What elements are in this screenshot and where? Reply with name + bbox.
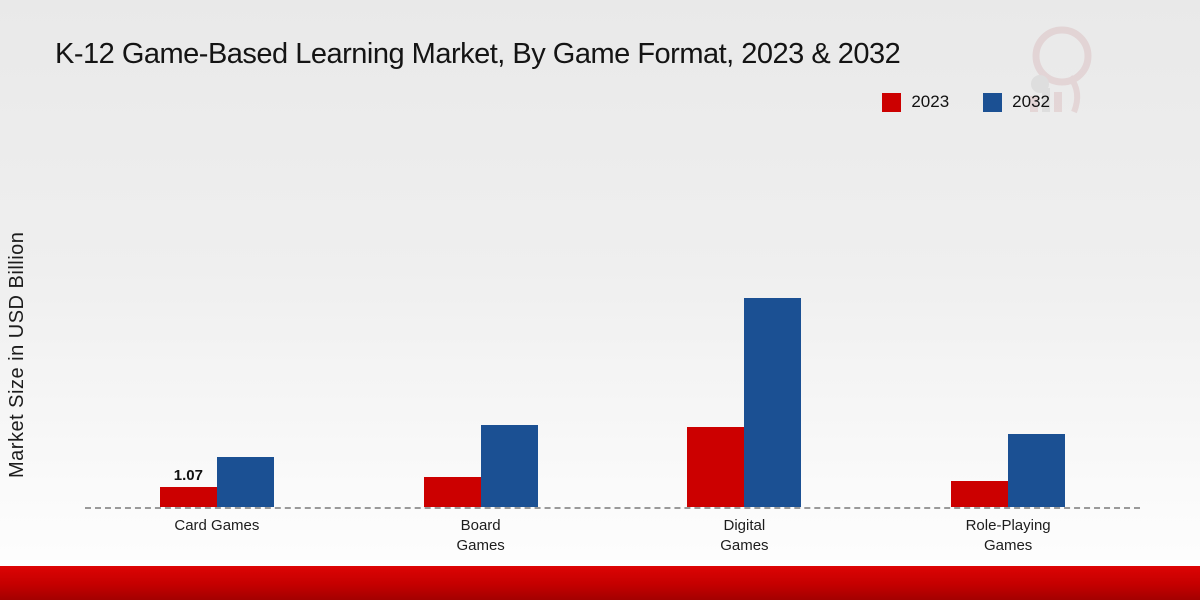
category-label-role-playing: Role-Playing Games [965,517,1051,555]
bar-group-role-playing [951,434,1066,507]
bar-value-label: 1.07 [173,467,203,484]
bar-2032-digital [744,298,802,507]
legend-swatch-2023 [882,92,902,112]
legend: 2023 2032 [882,92,1050,112]
legend-item-2023: 2023 [882,92,949,112]
category-label-board: Board Games [456,517,505,555]
legend-item-2032: 2032 [983,92,1050,112]
x-axis-baseline [85,507,1140,509]
chart-title: K-12 Game-Based Learning Market, By Game… [55,38,901,70]
bar-2023-role-playing [951,481,1009,507]
legend-label-2032: 2032 [1012,92,1050,111]
category-axis: Card Games Board Games Digital Games Role-P… [85,516,1140,557]
bar-group-board [423,425,538,507]
bar-group-card-games: 1.07 [159,457,274,507]
footer-red-bar [0,566,1200,600]
legend-label-2023: 2023 [911,92,950,111]
y-axis-label: Market Size in USD Billion [6,231,28,479]
category-label-digital: Digital Games [720,517,769,555]
bar-2023-card-games: 1.07 [159,467,217,507]
bar-2032-card-games [216,457,274,507]
legend-swatch-2032 [983,92,1003,112]
bar-2032-role-playing [1008,434,1066,507]
bar-2032-board [480,425,538,507]
plot-area: 1.07 [85,292,1140,507]
bar-2023-board [423,477,481,507]
category-label-card-games: Card Games [174,517,260,534]
bar-group-digital [687,298,802,507]
bar-2023-digital [687,427,745,507]
